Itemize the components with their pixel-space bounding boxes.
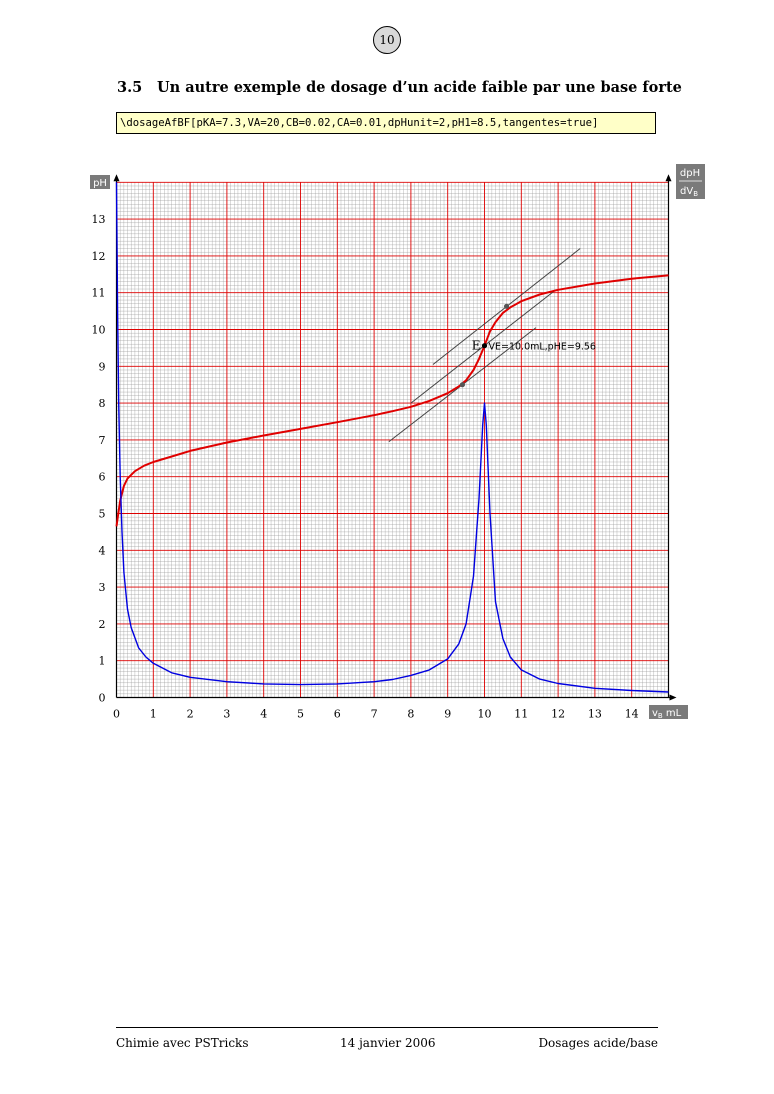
- section-title: Un autre exemple de dosage d’un acide fa…: [157, 79, 682, 96]
- equivalence-marker: E: [472, 339, 481, 353]
- xlabel-box: [649, 705, 688, 719]
- footer-rule: [116, 1027, 658, 1028]
- y-tick-label: 12: [92, 250, 106, 263]
- footer-right: Dosages acide/base: [538, 1036, 658, 1050]
- x-tick-label: 11: [514, 708, 528, 721]
- ylabel-left-box: [90, 175, 110, 189]
- y-tick-label: 7: [99, 434, 106, 447]
- derivative-curve: [115, 182, 669, 693]
- equivalence-point: [481, 343, 488, 349]
- y-tick-label: 4: [99, 544, 106, 557]
- footer-center: 14 janvier 2006: [340, 1036, 436, 1050]
- y-tick-label: 8: [99, 397, 106, 410]
- y-axis-left-arrow: [113, 174, 120, 182]
- page-number: 10: [373, 26, 401, 54]
- y-tick-label: 6: [99, 471, 106, 484]
- y-tick-label: 0: [99, 692, 106, 705]
- x-tick-label: 9: [444, 708, 451, 721]
- ylabel-right-num: dpH: [680, 168, 700, 179]
- x-tick-label: 0: [113, 708, 120, 721]
- y-tick-label: 2: [99, 618, 106, 631]
- x-tick-label: 7: [371, 708, 378, 721]
- y-tick-label: 11: [92, 287, 106, 300]
- x-tick-label: 6: [334, 708, 341, 721]
- tangent-point: [503, 303, 510, 309]
- ph-curve: [115, 274, 669, 527]
- y-tick-label: 5: [99, 508, 106, 521]
- x-tick-label: 4: [260, 708, 267, 721]
- y-tick-label: 10: [92, 324, 106, 337]
- x-tick-label: 2: [187, 708, 194, 721]
- xlabel: vB mL: [652, 708, 682, 720]
- titration-chart: 0 1 2 3 4 5 6 7 8 9 10 11 12 13 14012345678910111213pH…: [90, 164, 705, 721]
- y-axis-right-arrow: [665, 174, 672, 182]
- x-tick-label: 5: [297, 708, 304, 721]
- y-tick-label: 1: [99, 655, 106, 668]
- y-tick-label: 13: [92, 213, 106, 226]
- x-tick-label: 1: [150, 708, 157, 721]
- y-tick-label: 3: [99, 581, 106, 594]
- code-box: \dosageAfBF[pKA=7.3,VA=20,CB=0.02,CA=0.0…: [116, 112, 656, 134]
- section-heading: 3.5 Un autre exemple de dosage d’un acide…: [117, 79, 682, 96]
- footer-left: Chimie avec PSTricks: [116, 1036, 249, 1050]
- section-number: 3.5: [117, 79, 143, 96]
- x-tick-label: 10: [478, 708, 492, 721]
- x-tick-label: 14: [625, 708, 639, 721]
- ylabel-left: pH: [93, 178, 107, 189]
- ylabel-right-den: dVB: [680, 186, 698, 198]
- x-axis-arrow: [669, 694, 677, 701]
- tangent-point: [459, 382, 466, 388]
- y-tick-label: 9: [99, 360, 106, 373]
- x-tick-label: 8: [407, 708, 414, 721]
- x-tick-label: 3: [223, 708, 230, 721]
- x-tick-label: 13: [588, 708, 602, 721]
- equivalence-label: VE=10.0mL,pHE=9.56: [489, 342, 596, 353]
- x-tick-label: 12: [551, 708, 565, 721]
- ylabel-right-box: [676, 164, 705, 199]
